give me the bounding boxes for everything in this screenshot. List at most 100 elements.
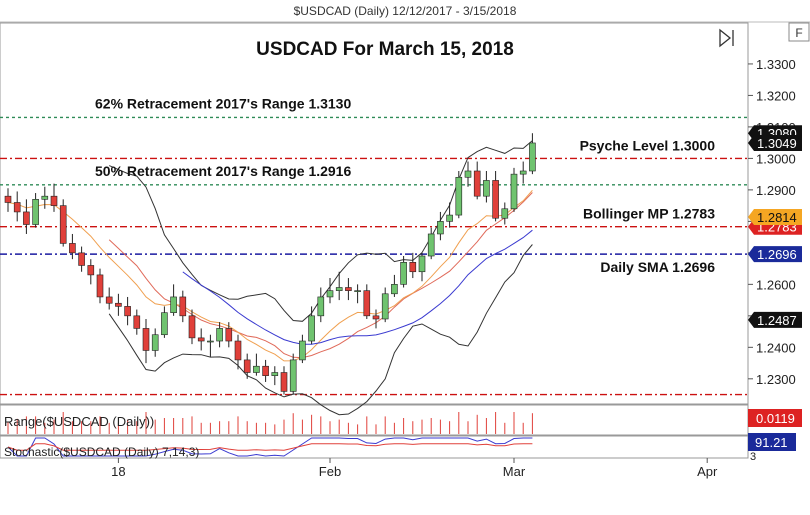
candle [391, 274, 398, 297]
price-tag-label: 1.2696 [757, 247, 797, 262]
y-tick-label: 1.3000 [756, 151, 796, 166]
sma-line [182, 229, 533, 345]
candle [299, 334, 306, 364]
candle-body [446, 214, 453, 222]
price-tag-label: 1.3049 [757, 136, 797, 151]
candle-body [437, 221, 444, 235]
candle [188, 309, 196, 345]
price-tag-label: 1.2487 [757, 313, 797, 328]
candle-body [372, 315, 380, 320]
candle [124, 296, 131, 326]
candle [253, 353, 260, 376]
candle [234, 334, 242, 370]
candle [400, 256, 407, 288]
candle [446, 202, 453, 228]
candle-body [492, 180, 499, 219]
candle-body [391, 284, 398, 295]
range-value-tag [748, 409, 802, 427]
candle [492, 170, 499, 222]
scroll-to-end-icon[interactable] [719, 28, 734, 48]
candle-body [59, 205, 67, 244]
lower-indicators [7, 412, 533, 457]
y-tick-label: 1.2300 [756, 372, 796, 387]
candle [345, 278, 352, 301]
candle [280, 366, 288, 395]
stoch-secondary-text: 3 [750, 451, 756, 463]
candle-body [317, 296, 325, 317]
candle-body [345, 287, 352, 291]
candle [69, 233, 76, 260]
chart-title: USDCAD For March 15, 2018 [256, 39, 514, 60]
level-label: Psyche Level 1.3000 [580, 137, 716, 153]
candle-body [23, 211, 30, 225]
candle-body [4, 195, 12, 203]
candle-body [280, 372, 288, 392]
candles-layer [4, 133, 536, 395]
candle [105, 287, 113, 310]
candle-body [142, 328, 150, 351]
candle-body [335, 287, 343, 291]
candle [13, 191, 21, 222]
y-tick-label: 1.2600 [756, 277, 796, 292]
candle [418, 252, 426, 282]
candle-body [207, 340, 214, 343]
price-tag: 1.2814 [748, 208, 802, 225]
candle-body [289, 359, 297, 392]
candle [464, 161, 472, 187]
candle-body [124, 306, 131, 317]
y-tick-label: 1.3300 [756, 57, 796, 72]
candle-body [308, 315, 315, 342]
candle [151, 328, 159, 357]
candle-body [354, 290, 361, 292]
level-label: 62% Retracement 2017's Range 1.3130 [95, 95, 351, 111]
stochastic-indicator-label: Stochastic($USDCAD (Daily) 7,14,3) [4, 445, 199, 459]
candle [179, 290, 187, 323]
x-tick-label: Feb [319, 464, 341, 479]
candle-body [501, 208, 509, 219]
candle-body [299, 340, 306, 361]
candle [50, 183, 58, 212]
candle [96, 268, 104, 304]
level-label: Bollinger MP 1.2783 [583, 206, 715, 222]
candle-body [473, 170, 481, 197]
candle [437, 211, 444, 241]
candle [207, 334, 214, 357]
y-tick-label: 1.2400 [756, 340, 796, 355]
x-tick-label: Mar [503, 464, 526, 479]
candle-body [326, 290, 334, 298]
candle [473, 161, 481, 200]
x-tick-label: 18 [111, 464, 125, 479]
candle [170, 284, 177, 316]
candle [455, 170, 463, 219]
candle [216, 322, 223, 348]
candle [142, 318, 150, 364]
level-label: 50% Retracement 2017's Range 1.2916 [95, 163, 351, 179]
candle-body [262, 365, 269, 376]
candle-body [115, 302, 122, 307]
stochastic-k-line [7, 437, 533, 457]
candle [243, 353, 251, 379]
candle [289, 353, 297, 395]
f-button[interactable] [788, 22, 810, 42]
candle-body [170, 296, 177, 313]
price-tag-shape [748, 134, 802, 151]
candle [59, 199, 67, 247]
candle [32, 193, 39, 228]
range-indicator-label: Range($USDCAD (Daily)) [4, 414, 154, 429]
candle [317, 287, 325, 323]
candle-body [50, 195, 58, 206]
candle-body [151, 334, 159, 351]
candle-body [529, 142, 536, 172]
candle [133, 309, 141, 335]
candle [271, 366, 279, 386]
candle-body [161, 312, 168, 336]
bollinger-lower-line [108, 244, 533, 416]
candle [519, 161, 527, 184]
candle [115, 293, 122, 316]
candle-body [13, 202, 21, 213]
price-tag: 1.3049 [748, 134, 802, 151]
candle-body [133, 315, 141, 329]
